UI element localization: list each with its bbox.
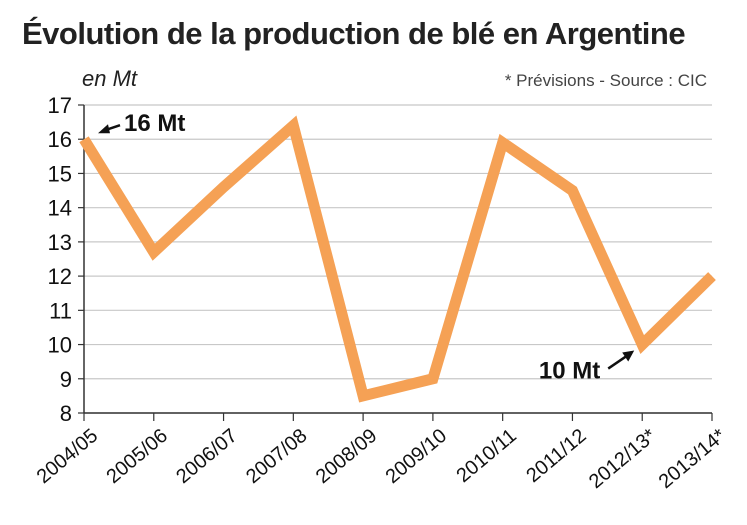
y-tick-label: 15 bbox=[48, 161, 72, 186]
y-tick-label: 9 bbox=[60, 367, 72, 392]
data-point bbox=[711, 275, 713, 277]
y-tick-label: 14 bbox=[48, 196, 72, 221]
x-tick-label: 2006/07 bbox=[172, 425, 242, 488]
data-point bbox=[641, 344, 643, 346]
data-point bbox=[571, 190, 573, 192]
data-point bbox=[432, 378, 434, 380]
chart-source: * Prévisions - Source : CIC bbox=[504, 71, 707, 90]
annotation-arrowhead bbox=[622, 350, 635, 362]
plot-area bbox=[84, 105, 712, 413]
x-tick-label: 2012/13* bbox=[585, 425, 661, 493]
x-tick-label: 2013/14* bbox=[655, 425, 731, 493]
data-point bbox=[362, 395, 364, 397]
data-point bbox=[153, 251, 155, 253]
x-tick-label: 2009/10 bbox=[382, 425, 452, 488]
data-point bbox=[223, 186, 225, 188]
y-tick-label: 8 bbox=[60, 401, 72, 426]
y-tick-label: 17 bbox=[48, 93, 72, 118]
x-tick-label: 2004/05 bbox=[33, 425, 103, 488]
y-tick-label: 12 bbox=[48, 264, 72, 289]
data-point bbox=[83, 138, 85, 140]
chart-title: Évolution de la production de blé en Arg… bbox=[22, 16, 686, 51]
y-tick-label: 13 bbox=[48, 230, 72, 255]
annotation-arrowhead bbox=[98, 124, 110, 134]
y-tick-label: 16 bbox=[48, 127, 72, 152]
y-tick-label: 10 bbox=[48, 333, 72, 358]
annotation-label: 10 Mt bbox=[539, 358, 600, 385]
y-tick-label: 11 bbox=[49, 298, 72, 323]
x-tick-label: 2005/06 bbox=[102, 425, 172, 488]
data-point bbox=[292, 125, 294, 127]
x-tick-label: 2008/09 bbox=[312, 425, 382, 488]
x-tick-label: 2011/12 bbox=[522, 425, 590, 487]
series-line bbox=[79, 115, 716, 403]
data-point bbox=[502, 142, 504, 144]
x-tick-label: 2010/11 bbox=[452, 425, 520, 487]
annotation-label: 16 Mt bbox=[124, 110, 185, 137]
y-axis-unit: en Mt bbox=[82, 66, 138, 91]
x-tick-label: 2007/08 bbox=[242, 425, 312, 488]
